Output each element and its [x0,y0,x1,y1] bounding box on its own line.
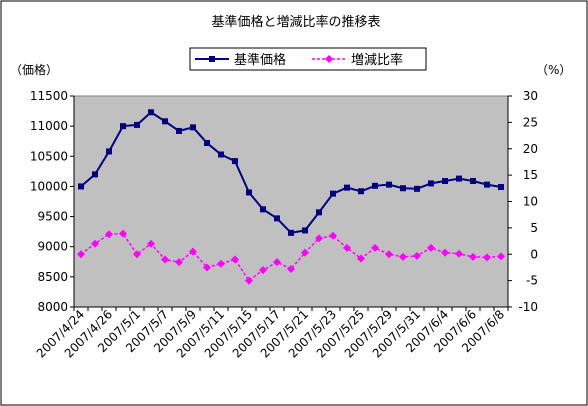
data-point-series-2 [217,259,225,268]
data-point-series-2 [259,266,267,275]
data-point-series-1 [442,178,448,185]
data-point-series-2 [357,254,365,263]
data-point-series-1 [498,184,504,191]
right-tick-label: 5 [530,221,538,235]
data-point-series-2 [371,243,379,252]
right-tick-label: 10 [523,195,538,209]
data-point-series-1 [428,180,434,187]
data-point-series-1 [386,181,392,188]
data-point-series-1 [456,175,462,182]
chart-title: 基準価格と増減比率の推移表 [211,14,380,30]
data-point-series-2 [483,253,491,262]
left-tick-label: 11500 [30,89,68,103]
data-point-series-2 [175,258,183,267]
data-point-series-1 [372,182,378,189]
data-point-series-2 [245,276,253,285]
left-tick-label: 8000 [37,300,68,314]
data-point-series-1 [232,158,238,165]
right-axis-label: （%） [536,63,571,77]
data-point-series-1 [246,189,252,196]
data-point-series-1 [204,140,210,147]
legend-marker-series-1 [209,56,215,62]
data-point-series-1 [190,124,196,131]
data-point-series-1 [78,183,84,190]
data-point-series-2 [497,252,505,261]
right-tick-label: 30 [523,89,538,103]
data-point-series-2 [91,239,99,248]
data-point-series-2 [77,250,85,259]
data-point-series-1 [344,184,350,191]
data-point-series-2 [455,249,463,258]
data-point-series-2 [189,247,197,256]
data-point-series-2 [329,231,337,240]
data-point-series-2 [203,263,211,272]
data-point-series-1 [484,181,490,188]
data-point-series-1 [260,206,266,213]
legend-box [189,47,427,71]
right-tick-label: 20 [523,142,538,156]
data-point-series-1 [274,215,280,222]
data-point-series-2 [133,250,141,259]
data-point-series-2 [413,251,421,260]
left-tick-label: 9500 [37,210,68,224]
data-point-series-1 [176,127,182,134]
right-tick-label: 25 [523,115,538,129]
legend-label-series-2: 増減比率 [351,52,403,68]
data-point-series-2 [273,258,281,267]
left-tick-label: 11000 [30,119,68,133]
data-point-series-1 [414,185,420,192]
left-tick-label: 9000 [37,240,68,254]
data-point-series-1 [316,209,322,216]
data-point-series-2 [441,248,449,257]
data-point-series-1 [148,109,154,116]
series-layer [77,109,505,285]
data-point-series-2 [287,265,295,274]
left-tick-label: 10500 [30,149,68,163]
legend-label-series-1: 基準価格 [234,52,286,68]
data-point-series-2 [161,255,169,264]
data-point-series-1 [302,227,308,234]
legend-marker-series-2 [325,55,333,63]
left-axis-label: （価格） [10,62,58,77]
data-point-series-2 [105,230,113,239]
data-point-series-2 [469,252,477,261]
data-point-series-1 [134,121,140,128]
data-point-series-1 [470,178,476,185]
right-tick-label: -10 [518,300,538,314]
left-tick-label: 8500 [37,270,68,284]
data-point-series-2 [343,243,351,252]
data-point-series-1 [106,148,112,155]
data-point-series-1 [330,190,336,197]
data-point-series-1 [218,151,224,158]
data-point-series-1 [162,118,168,125]
data-point-series-1 [288,229,294,236]
data-point-series-1 [120,123,126,130]
data-point-series-2 [147,239,155,248]
right-tick-label: -5 [526,274,538,288]
right-tick-label: 0 [530,247,538,261]
data-point-series-2 [301,248,309,257]
legend: 基準価格 増減比率 [189,47,427,71]
data-point-series-2 [399,252,407,261]
data-point-series-1 [92,171,98,178]
data-point-series-1 [358,188,364,195]
data-point-series-2 [385,250,393,259]
data-point-series-2 [119,229,127,238]
data-point-series-2 [315,234,323,243]
right-tick-label: 15 [523,168,538,182]
data-point-series-2 [427,243,435,252]
data-point-series-2 [231,255,239,264]
data-point-series-1 [400,185,406,192]
left-tick-label: 10000 [30,179,68,193]
